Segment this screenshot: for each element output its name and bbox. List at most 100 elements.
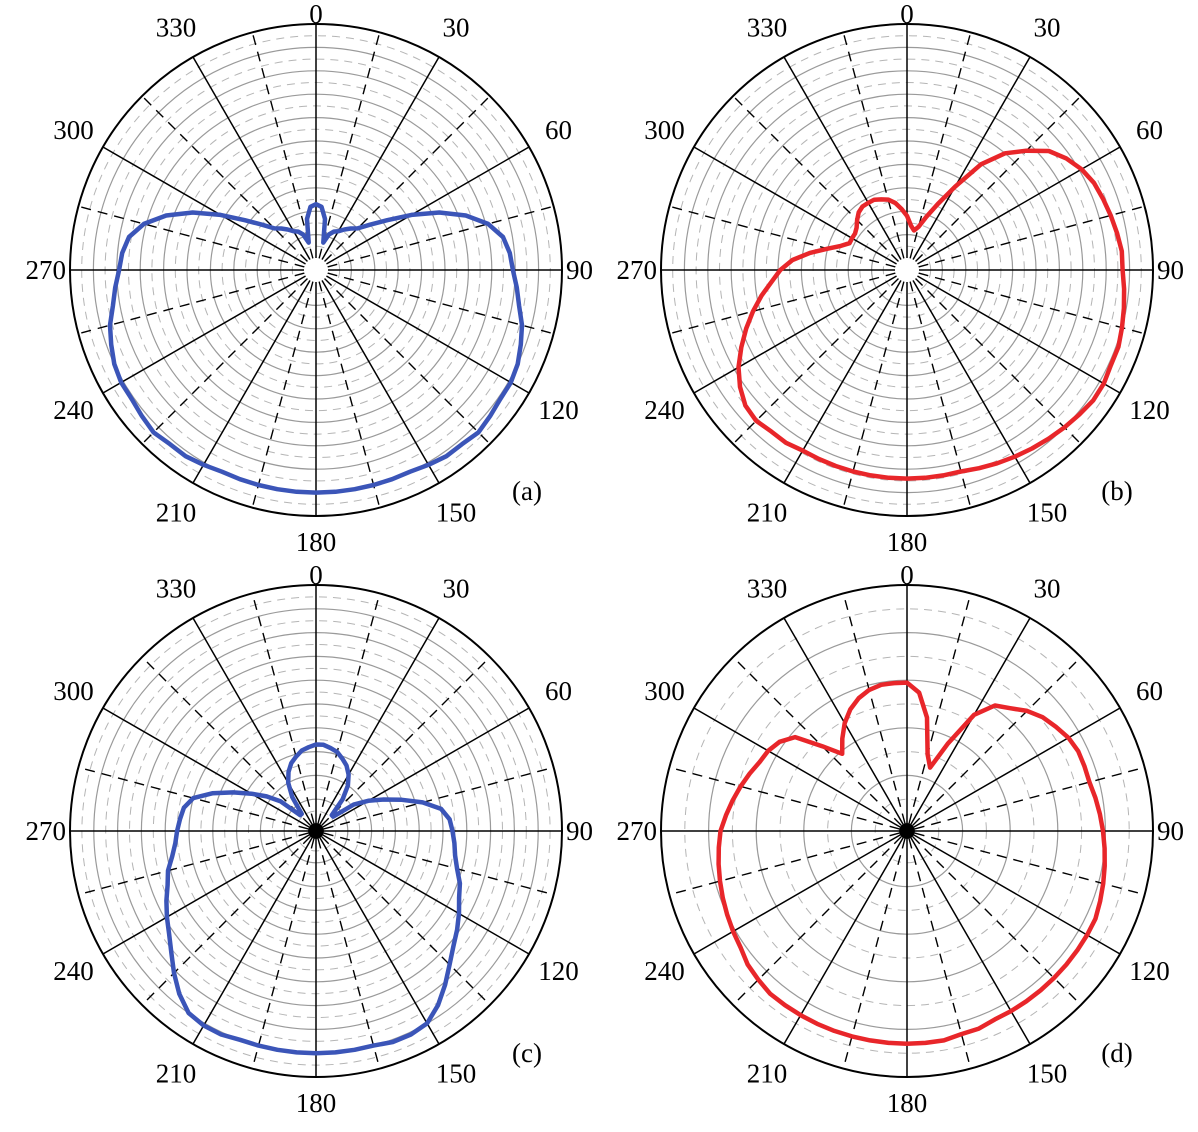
grid-spoke-dashed bbox=[141, 277, 309, 445]
grid-spoke bbox=[319, 617, 440, 825]
grid-spoke-dashed bbox=[914, 832, 1145, 896]
angle-tick-label: 120 bbox=[1129, 395, 1170, 425]
grid-spoke bbox=[693, 146, 897, 265]
angle-tick-label: 180 bbox=[887, 1088, 928, 1118]
grid-spoke-dashed bbox=[669, 766, 900, 830]
angle-tick-label: 210 bbox=[156, 498, 197, 528]
grid-spoke bbox=[913, 707, 1121, 828]
angle-tick-label: 270 bbox=[26, 255, 67, 285]
grid-spoke-dashed bbox=[912, 836, 1082, 1006]
grid-spoke-dashed bbox=[914, 95, 1082, 263]
angle-tick-label: 120 bbox=[538, 395, 579, 425]
grid-spoke-dashed bbox=[732, 95, 900, 263]
grid-spoke bbox=[326, 275, 530, 394]
grid-spoke bbox=[322, 707, 530, 828]
angle-tick-label: 0 bbox=[900, 0, 914, 29]
angle-tick-label: 330 bbox=[156, 13, 197, 43]
grid-spoke-dashed bbox=[909, 32, 972, 259]
grid-spoke-dashed bbox=[141, 95, 309, 263]
grid-spoke-dashed bbox=[318, 281, 381, 508]
grid-spoke bbox=[322, 834, 530, 955]
grid-spoke-dashed bbox=[323, 277, 491, 445]
angle-tick-label: 330 bbox=[747, 13, 788, 43]
angle-tick-label: 300 bbox=[53, 676, 94, 706]
angle-tick-label: 150 bbox=[436, 1059, 477, 1089]
angle-tick-label: 240 bbox=[53, 395, 94, 425]
grid-spoke-dashed bbox=[912, 656, 1082, 826]
grid-spoke bbox=[102, 146, 306, 265]
grid-spoke-dashed bbox=[842, 838, 906, 1069]
outer-circle bbox=[69, 584, 563, 1078]
angle-tick-label: 240 bbox=[53, 956, 94, 986]
panel-label: (b) bbox=[1101, 476, 1132, 506]
grid-spoke bbox=[783, 280, 902, 484]
grid-spoke-dashed bbox=[842, 593, 906, 824]
center-hole bbox=[304, 258, 328, 282]
grid-spoke bbox=[912, 56, 1031, 260]
angle-tick-label: 30 bbox=[1034, 574, 1061, 604]
angle-tick-label: 90 bbox=[1157, 255, 1184, 285]
angle-tick-label: 0 bbox=[309, 0, 323, 29]
grid-spoke bbox=[912, 280, 1031, 484]
angle-tick-label: 180 bbox=[887, 527, 928, 557]
grid-spoke-dashed bbox=[78, 205, 305, 268]
grid-spoke-dashed bbox=[669, 205, 896, 268]
grid-spoke-dashed bbox=[908, 593, 972, 824]
grid-spoke-dashed bbox=[732, 656, 902, 826]
grid-spoke-dashed bbox=[251, 281, 314, 508]
grid-spoke bbox=[917, 146, 1121, 265]
panel-label: (d) bbox=[1101, 1038, 1132, 1068]
grid-spoke bbox=[192, 280, 311, 484]
polar-panel-b: 0 30 60 90 120 150 180 210 240 270 300 330 (b) bbox=[617, 0, 1185, 557]
outer-circle bbox=[69, 23, 563, 517]
angle-tick-label: 150 bbox=[1027, 1059, 1068, 1089]
grid-spoke-dashed bbox=[323, 766, 554, 830]
grid-spoke-dashed bbox=[914, 766, 1145, 830]
grid-spoke-dashed bbox=[321, 836, 491, 1006]
grid-spoke-dashed bbox=[78, 766, 309, 830]
series-curve bbox=[716, 680, 1107, 1046]
grid-spoke bbox=[102, 834, 310, 955]
grid-spoke bbox=[326, 146, 530, 265]
angle-tick-label: 30 bbox=[1034, 13, 1061, 43]
grid-spoke bbox=[693, 707, 901, 828]
angle-tick-label: 330 bbox=[156, 574, 197, 604]
grid-spoke-dashed bbox=[78, 832, 309, 896]
center-dot bbox=[308, 823, 324, 839]
grid-spoke-dashed bbox=[918, 205, 1145, 268]
grid-spoke-dashed bbox=[78, 272, 305, 335]
grid-spoke-dashed bbox=[918, 272, 1145, 335]
angle-tick-label: 210 bbox=[156, 1059, 197, 1089]
grid-spoke-dashed bbox=[842, 32, 905, 259]
grid-spoke bbox=[321, 56, 440, 260]
angle-tick-label: 240 bbox=[644, 956, 685, 986]
grid-spoke-dashed bbox=[317, 593, 381, 824]
grid-spoke-dashed bbox=[251, 593, 315, 824]
grid-spoke bbox=[192, 837, 313, 1045]
grid-spoke-dashed bbox=[914, 277, 1082, 445]
grid-spoke-dashed bbox=[732, 277, 900, 445]
grid-spoke bbox=[693, 275, 897, 394]
angle-tick-label: 90 bbox=[566, 255, 593, 285]
angle-tick-label: 60 bbox=[545, 115, 572, 145]
grid-spoke bbox=[693, 834, 901, 955]
angle-tick-label: 0 bbox=[309, 560, 323, 590]
outer-circle bbox=[660, 23, 1154, 517]
polar-panel-a: 0 30 60 90 120 150 180 210 240 270 300 330 (a) bbox=[26, 0, 594, 557]
angle-tick-label: 150 bbox=[1027, 498, 1068, 528]
grid-spoke bbox=[102, 275, 306, 394]
angle-tick-label: 270 bbox=[26, 816, 67, 846]
angle-tick-label: 270 bbox=[617, 255, 658, 285]
angle-tick-label: 120 bbox=[538, 956, 579, 986]
angle-tick-label: 210 bbox=[747, 1059, 788, 1089]
outer-circle bbox=[660, 584, 1154, 1078]
series-curve bbox=[107, 201, 525, 495]
grid-spoke bbox=[783, 837, 904, 1045]
angle-tick-label: 240 bbox=[644, 395, 685, 425]
grid-spoke bbox=[321, 280, 440, 484]
grid-spoke-dashed bbox=[317, 838, 381, 1069]
grid-spoke-dashed bbox=[251, 32, 314, 259]
grid-spoke-dashed bbox=[669, 832, 900, 896]
center-dot bbox=[899, 823, 915, 839]
grid-spoke bbox=[783, 56, 902, 260]
